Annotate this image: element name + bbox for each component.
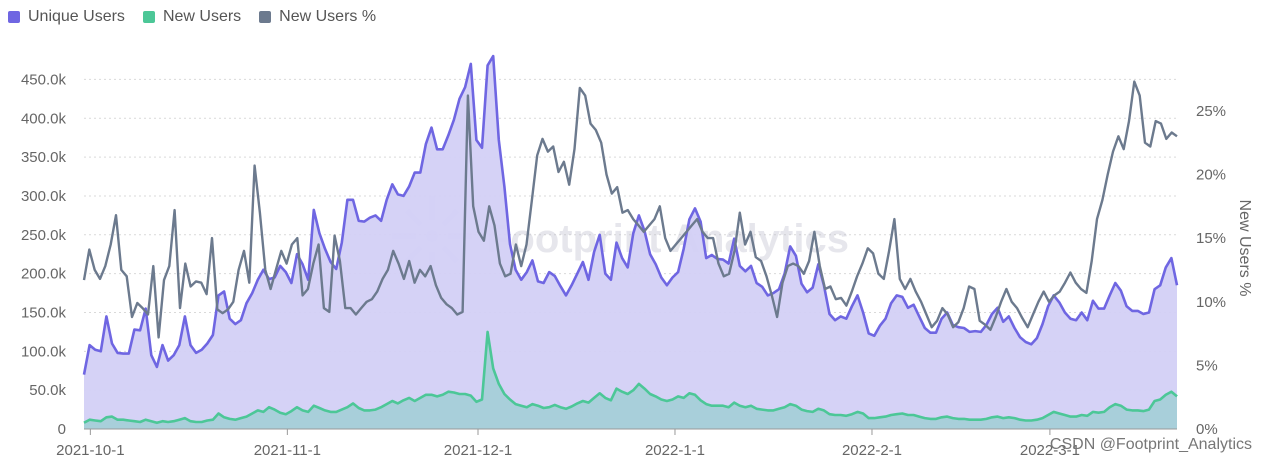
left-axis-tick-label: 100.0k bbox=[21, 343, 67, 360]
right-axis-title: New Users % bbox=[1236, 200, 1253, 297]
x-axis-tick-label: 2021-11-1 bbox=[254, 442, 321, 459]
legend-swatch-new-users-pct bbox=[259, 11, 272, 23]
right-axis-tick-label: 5% bbox=[1196, 357, 1218, 374]
left-axis-tick-label: 150.0k bbox=[21, 304, 67, 321]
right-axis-tick-label: 25% bbox=[1196, 103, 1226, 120]
left-axis-tick-label: 0 bbox=[58, 421, 66, 438]
left-axis-tick-label: 400.0k bbox=[21, 110, 67, 127]
left-axis-tick-label: 450.0k bbox=[21, 71, 67, 88]
chart-lines bbox=[82, 54, 1179, 425]
series-area-unique-users bbox=[84, 56, 1177, 429]
series-area-new-users bbox=[84, 331, 1177, 429]
x-axis-tick-label: 2022-2-1 bbox=[842, 442, 902, 459]
x-axis-tick-label: 2022-1-1 bbox=[645, 442, 705, 459]
right-axis-tick-label: 20% bbox=[1196, 167, 1226, 184]
series-line-new-users bbox=[82, 80, 1178, 339]
x-axis-tick-label: 2021-12-1 bbox=[444, 442, 512, 459]
legend-swatch-new-users bbox=[142, 11, 155, 23]
left-axis-tick-label: 350.0k bbox=[21, 149, 67, 166]
left-axis-tick-label: 300.0k bbox=[21, 188, 67, 205]
left-axis-tick-label: 250.0k bbox=[21, 227, 67, 244]
left-axis-tick-label: 50.0k bbox=[29, 382, 66, 399]
chart-legend: Unique Users New Users New Users % bbox=[8, 6, 376, 28]
legend-item-unique-users[interactable]: Unique Users bbox=[8, 8, 125, 26]
chart-areas bbox=[84, 56, 1177, 429]
right-axis-tick-label: 10% bbox=[1196, 294, 1226, 311]
right-axis-tick-label: 0% bbox=[1196, 421, 1218, 438]
legend-label-new-users-pct: New Users % bbox=[279, 8, 377, 25]
x-axis-tick-label: 2022-3-1 bbox=[1020, 442, 1080, 459]
legend-label-new-users: New Users bbox=[162, 8, 242, 25]
series-line-new-users bbox=[83, 330, 1178, 425]
legend-item-new-users[interactable]: New Users bbox=[142, 8, 242, 26]
right-axis-tick-label: 15% bbox=[1196, 230, 1226, 247]
legend-label-unique-users: Unique Users bbox=[28, 8, 125, 25]
x-axis-tick-label: 2021-10-1 bbox=[56, 442, 124, 459]
legend-swatch-unique-users bbox=[8, 11, 20, 23]
legend-item-new-users-pct[interactable]: New Users % bbox=[259, 8, 376, 26]
credit-text: CSDN @Footprint_Analytics bbox=[1049, 436, 1252, 453]
chart-axes: 0 50.0k 100.0k 150.0k 200.0k 250.0k 300.0k 350.… bbox=[21, 71, 1226, 459]
left-axis-tick-label: 200.0k bbox=[21, 266, 67, 283]
